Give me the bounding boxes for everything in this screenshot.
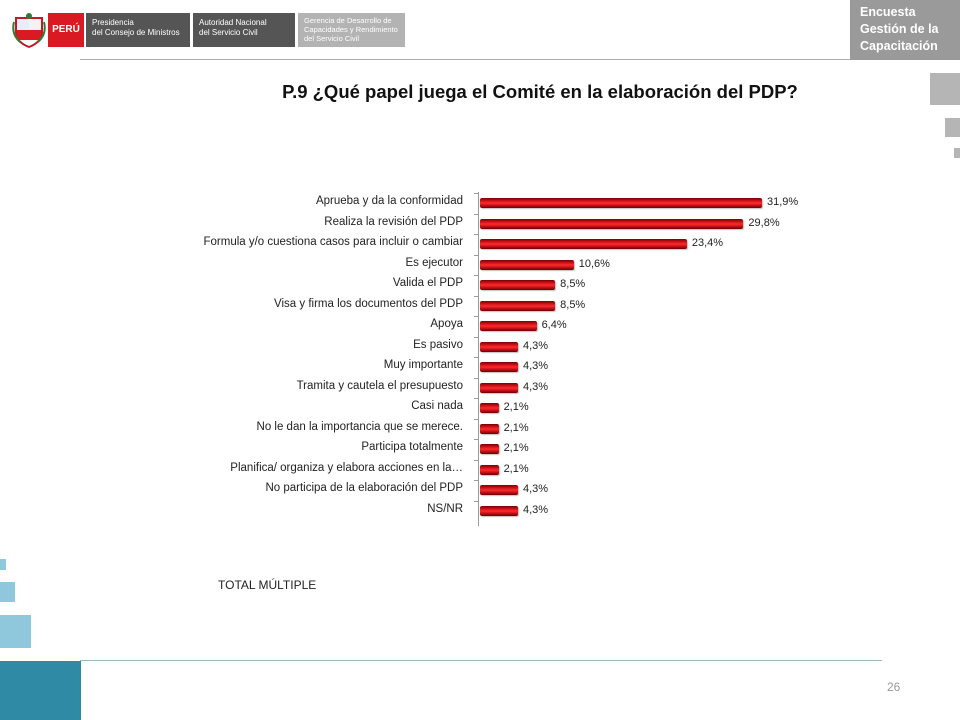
bar <box>480 239 687 249</box>
survey-title-line1: Encuesta <box>860 5 916 19</box>
category-label: Es ejecutor <box>405 256 463 269</box>
logo-peru: PERÚ <box>48 13 84 47</box>
value-label: 8,5% <box>560 278 586 290</box>
survey-title-line3: Capacitación <box>860 39 938 53</box>
category-label: Es pasivo <box>413 338 463 351</box>
logo-pcm-line2: del Consejo de Ministros <box>92 28 180 37</box>
value-label: 2,1% <box>503 401 529 413</box>
axis-tick <box>474 357 478 358</box>
axis-tick <box>474 213 478 215</box>
decor-blue-square-medium <box>0 582 15 602</box>
axis-tick <box>474 275 478 276</box>
axis-tick <box>474 398 478 399</box>
axis-tick <box>474 193 478 194</box>
axis-tick <box>474 316 478 317</box>
bar <box>480 198 762 208</box>
bar <box>480 218 744 229</box>
logo-pcm: Presidencia del Consejo de Ministros <box>86 13 190 47</box>
axis-tick <box>474 295 478 297</box>
bar <box>480 362 518 372</box>
logo-gerencia-line3: del Servicio Civil <box>304 34 360 43</box>
decor-square-large <box>930 73 960 105</box>
bar <box>480 280 556 290</box>
value-label: 2,1% <box>503 421 529 434</box>
logo-gerencia: Gerencia de Desarrollo de Capacidades y … <box>298 13 405 47</box>
bar <box>480 321 537 331</box>
value-label: 2,1% <box>503 442 529 454</box>
value-label: 2,1% <box>503 462 529 475</box>
value-label: 29,8% <box>748 216 780 229</box>
bar <box>480 259 574 270</box>
survey-title-line2: Gestión de la <box>860 22 939 36</box>
page-number: 26 <box>887 680 901 694</box>
logo-servir-line1: Autoridad Nacional <box>199 18 267 27</box>
axis-tick <box>474 480 478 481</box>
value-label: 31,9% <box>767 196 799 208</box>
survey-title-box: Encuesta Gestión de la Capacitación <box>850 0 960 60</box>
header-divider <box>80 59 850 60</box>
bar <box>480 403 499 413</box>
value-label: 23,4% <box>691 237 724 249</box>
category-label: Aprueba y da la conformidad <box>315 195 463 207</box>
category-label: Realiza la revisión del PDP <box>324 215 463 228</box>
bar <box>480 382 518 393</box>
value-label: 10,6% <box>578 257 610 270</box>
logo-servir-line2: del Servicio Civil <box>199 28 258 37</box>
chart-title: P.9 ¿Qué papel juega el Comité en la ela… <box>282 81 798 102</box>
axis-tick <box>474 500 478 502</box>
category-label: Tramita y cautela el presupuesto <box>296 379 463 392</box>
logo-gerencia-line1: Gerencia de Desarrollo de <box>304 16 392 25</box>
bar <box>480 444 499 454</box>
value-label: 4,3% <box>523 380 549 393</box>
value-label: 6,4% <box>541 319 567 331</box>
footer-divider <box>80 660 882 661</box>
axis-tick <box>474 439 478 440</box>
logo-servir: Autoridad Nacional del Servicio Civil <box>193 13 295 47</box>
axis-tick <box>474 377 478 379</box>
category-label: Casi nada <box>411 400 463 412</box>
bar <box>480 464 499 475</box>
category-label: Valida el PDP <box>392 277 463 289</box>
y-axis-line <box>478 192 479 526</box>
axis-tick <box>474 234 478 235</box>
value-label: 8,5% <box>560 298 586 311</box>
bar <box>480 485 518 495</box>
category-label: Muy importante <box>383 359 463 371</box>
category-label: No le dan la importancia que se merece. <box>256 420 463 433</box>
bar <box>480 300 556 311</box>
axis-tick <box>474 459 478 461</box>
value-label: 4,3% <box>523 360 549 372</box>
decor-square-medium <box>945 118 960 137</box>
bar <box>480 341 518 352</box>
logo-pcm-line1: Presidencia <box>92 18 134 27</box>
value-label: 4,3% <box>523 483 549 495</box>
category-label: Participa totalmente <box>361 441 463 453</box>
category-label: Visa y firma los documentos del PDP <box>274 297 463 310</box>
category-label: Formula y/o cuestiona casos para incluir… <box>203 236 463 248</box>
decor-blue-square-large <box>0 615 31 648</box>
footer-teal-block <box>0 661 81 720</box>
decor-blue-square-small <box>0 559 6 570</box>
logo-gerencia-line2: Capacidades y Rendimiento <box>304 25 398 34</box>
axis-tick <box>474 418 478 420</box>
value-label: 4,3% <box>523 339 549 352</box>
peru-coat-of-arms <box>12 12 46 49</box>
category-label: NS/NR <box>427 502 463 515</box>
total-label: TOTAL MÚLTIPLE <box>218 578 317 592</box>
axis-tick <box>474 336 478 338</box>
category-label: Apoya <box>430 318 463 330</box>
category-label: Planifica/ organiza y elabora acciones e… <box>230 461 463 474</box>
decor-square-small <box>954 148 960 158</box>
value-label: 4,3% <box>523 503 549 516</box>
bar <box>480 505 518 516</box>
category-label: No participa de la elaboración del PDP <box>265 482 463 494</box>
bar <box>480 423 499 434</box>
axis-tick <box>474 254 478 256</box>
